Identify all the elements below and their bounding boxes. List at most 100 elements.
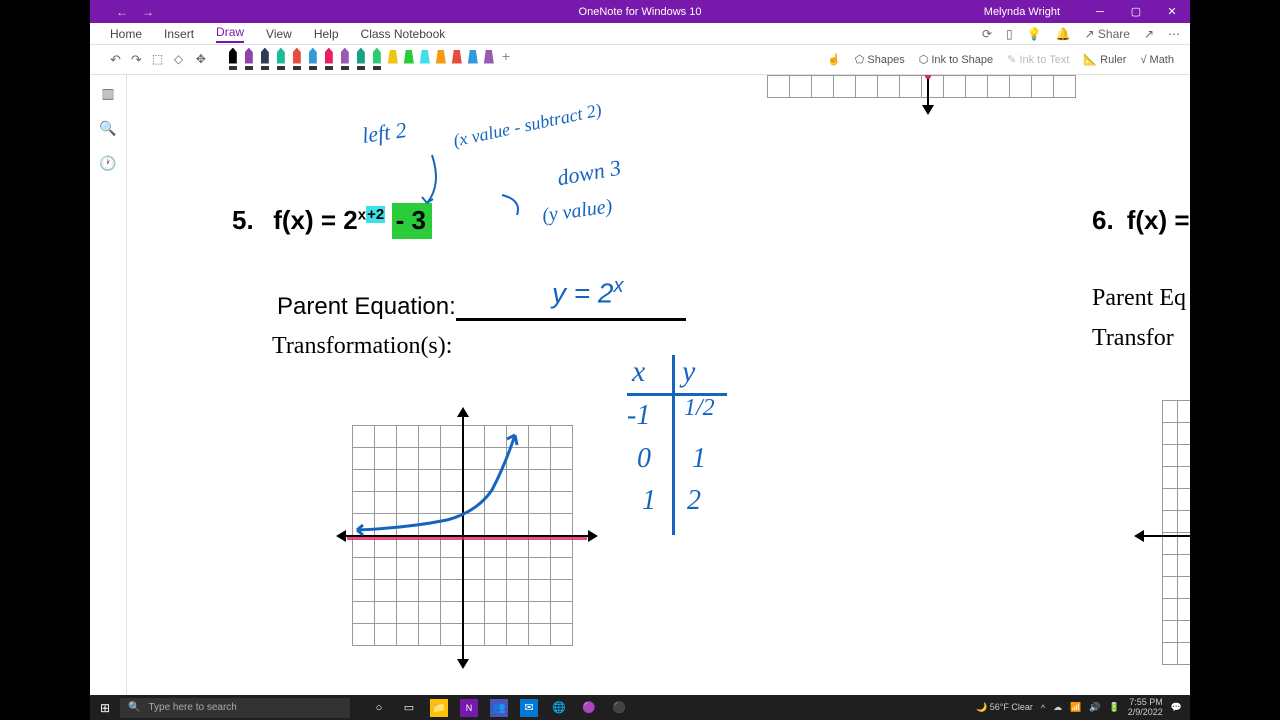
table-divider xyxy=(672,355,675,535)
start-button[interactable]: ⊞ xyxy=(90,701,120,715)
page-icon[interactable]: ▯ xyxy=(1006,27,1013,41)
note-left2: left 2 xyxy=(360,117,408,149)
x-axis-arrow-right xyxy=(588,530,598,542)
notebooks-icon[interactable]: ▥ xyxy=(101,85,114,102)
cortana-icon[interactable]: ○ xyxy=(370,699,388,717)
undo-button[interactable]: ↶ xyxy=(110,52,121,68)
bell-icon[interactable]: 🔔 xyxy=(1056,27,1071,41)
sync-icon[interactable]: ⟳ xyxy=(982,27,992,41)
pen-red[interactable] xyxy=(290,48,304,72)
system-tray: 🌙 56°F Clear ^ ☁ 📶 🔊 🔋 7:55 PM 2/9/2022 … xyxy=(976,698,1190,718)
obs-icon[interactable]: ⚫ xyxy=(610,699,628,717)
ruler-button[interactable]: 📐 Ruler xyxy=(1083,53,1126,66)
taskbar-apps: ○ ▭ 📁 N 👥 ✉ 🌐 🟣 ⚫ xyxy=(370,699,628,717)
app-icon[interactable]: 🟣 xyxy=(580,699,598,717)
maximize-button[interactable]: ▢ xyxy=(1118,0,1154,23)
tab-insert[interactable]: Insert xyxy=(164,27,194,41)
x-axis-arrow-left xyxy=(336,530,346,542)
add-pen-button[interactable]: + xyxy=(502,48,510,72)
pen-teal[interactable] xyxy=(274,48,288,72)
pen-blue[interactable] xyxy=(306,48,320,72)
tab-view[interactable]: View xyxy=(266,27,292,41)
ink-to-text-button: ✎ Ink to Text xyxy=(1007,53,1069,66)
taskbar-search[interactable]: 🔍 Type here to search xyxy=(120,698,350,718)
note-canvas[interactable]: 5. f(x) = 2x+2 - 3 left 2 (x value - sub… xyxy=(126,75,1190,695)
clock[interactable]: 7:55 PM 2/9/2022 xyxy=(1128,698,1163,718)
pen-green[interactable] xyxy=(354,48,368,72)
redo-button[interactable]: ↷ xyxy=(131,52,142,68)
note-down3: down 3 xyxy=(555,155,623,192)
onedrive-icon[interactable]: ☁ xyxy=(1053,702,1062,713)
problem-6: 6. f(x) = xyxy=(1092,205,1190,236)
graph-grid-6 xyxy=(1162,400,1190,665)
nav-sidebar: ▥ 🔍 🕐 xyxy=(90,75,126,172)
grid-top xyxy=(767,75,1076,98)
problem6-transform-label: Transfor xyxy=(1092,325,1174,352)
highlighter-yellow[interactable] xyxy=(386,48,400,72)
pen-pink[interactable] xyxy=(322,48,336,72)
pen-palette: + xyxy=(226,48,510,72)
highlighter-orange[interactable] xyxy=(434,48,448,72)
close-button[interactable]: ✕ xyxy=(1154,0,1190,23)
more-icon[interactable]: ⋯ xyxy=(1168,27,1180,41)
page-content: 5. f(x) = 2x+2 - 3 left 2 (x value - sub… xyxy=(172,75,1190,695)
note-yval: (y value) xyxy=(541,195,614,228)
explorer-icon[interactable]: 📁 xyxy=(430,699,448,717)
table-header-y: y xyxy=(682,355,695,389)
problem-number: 5. xyxy=(232,205,254,235)
touch-draw-icon[interactable]: ☝ xyxy=(827,53,841,66)
teams-icon[interactable]: 👥 xyxy=(490,699,508,717)
tab-class-notebook[interactable]: Class Notebook xyxy=(361,27,446,41)
tray-up-icon[interactable]: ^ xyxy=(1041,703,1045,713)
transformations-label: Transformation(s): xyxy=(272,333,452,360)
parent-equation-value: y = 2x xyxy=(552,275,623,310)
note-xval: (x value - subtract 2) xyxy=(451,100,603,152)
table-r1c1: 1 xyxy=(692,443,706,475)
notifications-icon[interactable]: 💬 xyxy=(1171,702,1182,713)
tab-draw[interactable]: Draw xyxy=(216,25,244,43)
minimize-button[interactable]: ─ xyxy=(1082,0,1118,23)
highlighter-purple[interactable] xyxy=(482,48,496,72)
volume-icon[interactable]: 🔊 xyxy=(1089,702,1100,713)
pen-lime[interactable] xyxy=(370,48,384,72)
ink-to-shape-button[interactable]: ⬡ Ink to Shape xyxy=(919,53,993,66)
pen-black[interactable] xyxy=(226,48,240,72)
search-icon: 🔍 xyxy=(128,702,140,713)
taskview-icon[interactable]: ▭ xyxy=(400,699,418,717)
recent-icon[interactable]: 🕐 xyxy=(99,155,116,172)
back-icon[interactable]: ← xyxy=(116,5,128,19)
chrome-icon[interactable]: 🌐 xyxy=(550,699,568,717)
bulb-icon[interactable]: 💡 xyxy=(1027,27,1042,41)
table-r1c0: 0 xyxy=(637,443,651,475)
select-tool[interactable]: ✥ xyxy=(196,52,212,68)
battery-icon[interactable]: 🔋 xyxy=(1109,702,1120,713)
parent-equation-label: Parent Equation: xyxy=(277,293,686,321)
table-r0c1: 1/2 xyxy=(684,395,715,422)
shapes-button[interactable]: ⬠ Shapes xyxy=(855,53,905,66)
search-icon[interactable]: 🔍 xyxy=(99,120,116,137)
problem6-parent-label: Parent Eq xyxy=(1092,285,1186,312)
pen-purple[interactable] xyxy=(242,48,256,72)
weather-widget[interactable]: 🌙 56°F Clear xyxy=(976,702,1033,713)
highlighter-blue[interactable] xyxy=(466,48,480,72)
table-r2c0: 1 xyxy=(642,485,656,517)
share-button[interactable]: ↗ Share xyxy=(1085,27,1130,41)
pen-navy[interactable] xyxy=(258,48,272,72)
lasso-tool[interactable]: ⬚ xyxy=(152,52,168,68)
highlighter-cyan[interactable] xyxy=(418,48,432,72)
pen-violet[interactable] xyxy=(338,48,352,72)
math-button[interactable]: √ Math xyxy=(1140,54,1174,66)
eraser-tool[interactable]: ◇ xyxy=(174,52,190,68)
user-name[interactable]: Melynda Wright xyxy=(984,6,1060,18)
outlook-icon[interactable]: ✉ xyxy=(520,699,538,717)
wifi-icon[interactable]: 📶 xyxy=(1070,702,1081,713)
problem-5: 5. f(x) = 2x+2 - 3 xyxy=(232,205,432,236)
table-r0c0: -1 xyxy=(627,400,650,432)
tab-help[interactable]: Help xyxy=(314,27,339,41)
highlighter-red[interactable] xyxy=(450,48,464,72)
highlighter-green[interactable] xyxy=(402,48,416,72)
tab-home[interactable]: Home xyxy=(110,27,142,41)
fullscreen-icon[interactable]: ↗ xyxy=(1144,27,1154,41)
onenote-icon[interactable]: N xyxy=(460,699,478,717)
forward-icon[interactable]: → xyxy=(142,5,154,19)
